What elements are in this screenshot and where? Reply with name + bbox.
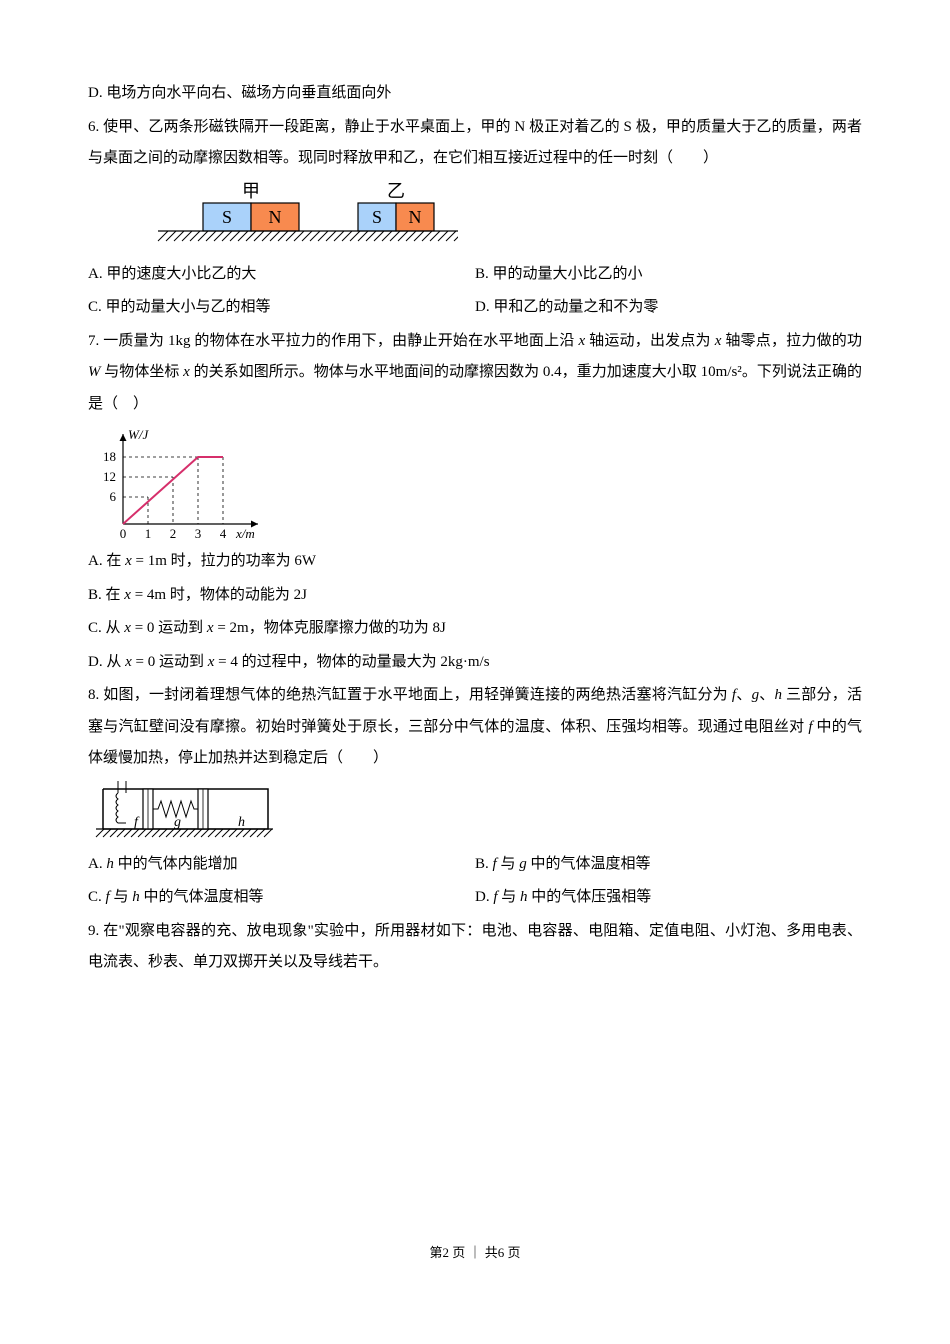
svg-text:S: S bbox=[222, 207, 232, 227]
page-footer: 第2 页 ｜ 共6 页 bbox=[88, 1239, 862, 1266]
q7-figure: 6 12 18 0 1 2 3 4 W/J x/m bbox=[88, 424, 862, 544]
q7-t5: 的关系如图所示。物体与水平地面间的动摩擦因数为 0.4，重力加速度大小取 10m… bbox=[88, 364, 862, 412]
q8c3: 中的气体温度相等 bbox=[140, 889, 264, 905]
q7-opt-d: D. 从 x = 0 运动到 x = 4 的过程中，物体的动量最大为 2kg·m… bbox=[88, 647, 862, 679]
q7b1: B. 在 bbox=[88, 587, 124, 603]
q8-opt-a: A. h 中的气体内能增加 bbox=[88, 849, 475, 881]
svg-text:S: S bbox=[372, 207, 382, 227]
q8s2: 、 bbox=[759, 687, 774, 703]
q6-opt-c: C. 甲的动量大小与乙的相等 bbox=[88, 292, 475, 324]
q8ch: h bbox=[132, 889, 140, 905]
q8s1: 、 bbox=[736, 687, 751, 703]
q7-W: W bbox=[88, 364, 101, 380]
svg-text:h: h bbox=[238, 815, 245, 830]
svg-text:2: 2 bbox=[170, 526, 177, 541]
q7-t4: 与物体坐标 bbox=[101, 364, 184, 380]
q8a1: A. bbox=[88, 856, 106, 872]
q7-text: 7. 一质量为 1kg 的物体在水平拉力的作用下，由静止开始在水平地面上沿 x … bbox=[88, 326, 862, 421]
q7cx2: x bbox=[207, 620, 214, 636]
q7c3: = 2m，物体克服摩擦力做的功为 8J bbox=[214, 620, 446, 636]
q7-t3: 轴零点，拉力做的功 bbox=[721, 333, 862, 349]
q8b3: 中的气体温度相等 bbox=[527, 856, 651, 872]
q7dx1: x bbox=[125, 654, 132, 670]
q8-opt-d: D. f 与 h 中的气体压强相等 bbox=[475, 882, 862, 914]
q7-opt-a: A. 在 x = 1m 时，拉力的功率为 6W bbox=[88, 546, 862, 578]
q7c1: C. 从 bbox=[88, 620, 124, 636]
q6-opt-a: A. 甲的速度大小比乙的大 bbox=[88, 259, 475, 291]
q8t1: 8. 如图，一封闭着理想气体的绝热汽缸置于水平地面上，用轻弹簧连接的两绝热活塞将… bbox=[88, 687, 732, 703]
q8d2: 与 bbox=[498, 889, 521, 905]
q8g1: g bbox=[752, 687, 760, 703]
q6-opt-d: D. 甲和乙的动量之和不为零 bbox=[475, 292, 862, 324]
q9-text: 9. 在"观察电容器的充、放电现象"实验中，所用器材如下：电池、电容器、电阻箱、… bbox=[88, 916, 862, 979]
q8h1: h bbox=[775, 687, 783, 703]
q8dh: h bbox=[520, 889, 528, 905]
q6-text: 6. 使甲、乙两条形磁铁隔开一段距离，静止于水平桌面上，甲的 N 极正对着乙的 … bbox=[88, 112, 862, 175]
q8d1: D. bbox=[475, 889, 493, 905]
q8c1: C. bbox=[88, 889, 106, 905]
q8ah: h bbox=[106, 856, 114, 872]
svg-text:12: 12 bbox=[103, 469, 116, 484]
q8-opt-c: C. f 与 h 中的气体温度相等 bbox=[88, 882, 475, 914]
q8c2: 与 bbox=[110, 889, 133, 905]
q7-t2: 轴运动，出发点为 bbox=[585, 333, 715, 349]
q8-figure: f g h bbox=[88, 779, 862, 847]
svg-text:1: 1 bbox=[145, 526, 152, 541]
q7c2: = 0 运动到 bbox=[131, 620, 207, 636]
q8-opt-b: B. f 与 g 中的气体温度相等 bbox=[475, 849, 862, 881]
q7cx1: x bbox=[124, 620, 131, 636]
svg-text:N: N bbox=[269, 207, 282, 227]
q6-figure: 甲 乙 S N S N bbox=[88, 179, 862, 257]
q7a2: = 1m 时，拉力的功率为 6W bbox=[132, 553, 316, 569]
q8bg: g bbox=[519, 856, 527, 872]
q7-opt-b: B. 在 x = 4m 时，物体的动能为 2J bbox=[88, 580, 862, 612]
q8-text: 8. 如图，一封闭着理想气体的绝热汽缸置于水平地面上，用轻弹簧连接的两绝热活塞将… bbox=[88, 680, 862, 775]
q8d3: 中的气体压强相等 bbox=[528, 889, 652, 905]
q6-opt-b: B. 甲的动量大小比乙的小 bbox=[475, 259, 862, 291]
svg-text:N: N bbox=[409, 207, 422, 227]
option-d-prev: D. 电场方向水平向右、磁场方向垂直纸面向外 bbox=[88, 78, 862, 110]
svg-text:4: 4 bbox=[220, 526, 227, 541]
q7d3: = 4 的过程中，物体的动量最大为 2kg·m/s bbox=[214, 654, 489, 670]
svg-text:乙: 乙 bbox=[387, 181, 405, 201]
q7-t1: 7. 一质量为 1kg 的物体在水平拉力的作用下，由静止开始在水平地面上沿 bbox=[88, 333, 579, 349]
q7d2: = 0 运动到 bbox=[132, 654, 208, 670]
q7-x3: x bbox=[183, 364, 190, 380]
svg-text:18: 18 bbox=[103, 449, 116, 464]
svg-text:甲: 甲 bbox=[242, 181, 260, 201]
svg-text:0: 0 bbox=[120, 526, 127, 541]
q7b2: = 4m 时，物体的动能为 2J bbox=[131, 587, 307, 603]
svg-text:6: 6 bbox=[110, 489, 117, 504]
svg-text:g: g bbox=[174, 815, 181, 830]
svg-text:3: 3 bbox=[195, 526, 202, 541]
q7ax: x bbox=[125, 553, 132, 569]
q7-opt-c: C. 从 x = 0 运动到 x = 2m，物体克服摩擦力做的功为 8J bbox=[88, 613, 862, 645]
q7d1: D. 从 bbox=[88, 654, 125, 670]
svg-text:x/m: x/m bbox=[235, 526, 255, 541]
q7a1: A. 在 bbox=[88, 553, 125, 569]
q8a2: 中的气体内能增加 bbox=[114, 856, 238, 872]
q8b1: B. bbox=[475, 856, 493, 872]
svg-text:W/J: W/J bbox=[128, 427, 149, 442]
q8b2: 与 bbox=[497, 856, 520, 872]
q7bx: x bbox=[124, 587, 131, 603]
